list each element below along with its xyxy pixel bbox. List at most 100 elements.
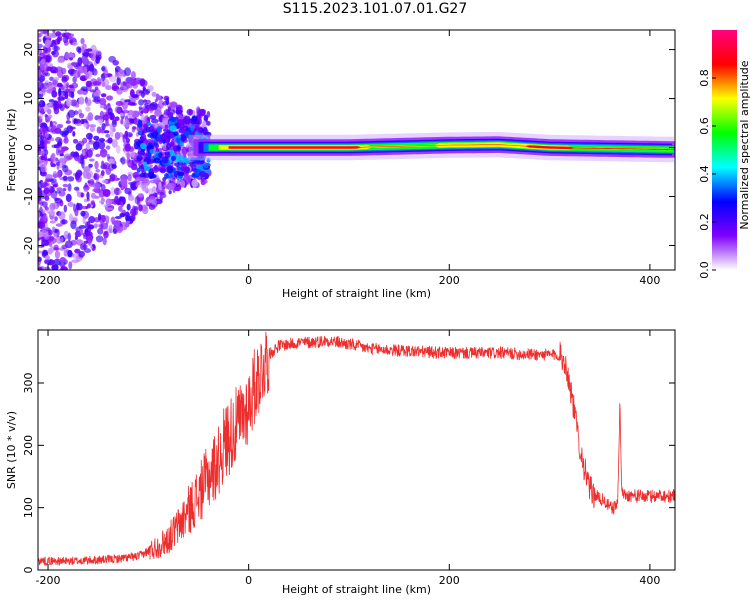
colorbar: 0.0 0.2 0.4 0.6 0.8 Normalized spectral ampl… (698, 30, 750, 279)
spectrogram-noise-blob (68, 57, 74, 61)
spectrogram-noise-blob (63, 204, 68, 213)
spectrogram-noise-blob (86, 149, 93, 158)
spectrogram-noise-blob (167, 111, 174, 118)
spectrogram-noise-blob (93, 81, 102, 85)
spectrogram-noise-blob (73, 70, 81, 79)
spectrogram-noise-blob (55, 223, 63, 227)
spectrogram-noise-blob (76, 46, 82, 53)
spectrogram-noise-blob (100, 128, 106, 134)
spectrogram-noise-blob (136, 125, 144, 133)
spectrogram-noise-blob (165, 98, 170, 105)
spectrogram-noise-blob (48, 229, 53, 236)
snr-y-tick-label: 300 (22, 372, 35, 393)
spectrogram-noise-blob (97, 227, 104, 235)
spectrogram-noise-blob (67, 64, 73, 70)
spectrogram-transition-blob (175, 146, 181, 151)
spectrogram-noise-blob (80, 37, 85, 45)
spectrogram-noise-blob (72, 138, 79, 144)
spectrogram-noise-blob (109, 113, 115, 121)
spectrogram-noise-blob (108, 75, 117, 83)
spectrogram-transition-blob (137, 130, 143, 135)
snr-y-tick-label: 100 (22, 497, 35, 518)
snr-frame (37, 329, 676, 571)
spectrogram-transition-blob (161, 138, 166, 144)
spectrogram-noise-blob (83, 187, 89, 193)
spectrogram-noise-blob (136, 176, 141, 181)
spectrogram-x-axis-title: Height of straight line (km) (282, 287, 431, 300)
spectrogram-noise-blob (124, 187, 132, 195)
snr-x-axis: -200 0 200 400 (36, 330, 660, 587)
spectrogram-noise-blob (72, 130, 76, 137)
spectrogram-transition-blob (168, 116, 177, 123)
spectrogram-noise-blob (128, 133, 133, 138)
spectrogram-noise-blob (203, 114, 209, 123)
colorbar-tick-label: 0.4 (698, 165, 711, 183)
spectrogram-noise-blob (130, 79, 138, 87)
spectrogram-noise-blob (43, 187, 50, 195)
spectrogram-noise-blob (87, 239, 92, 246)
spectrogram-noise-blob (83, 66, 88, 75)
spectrogram-noise-blob (78, 225, 87, 230)
spectrogram-noise-blob (105, 168, 110, 174)
spectrogram-y-tick-label: -20 (22, 237, 35, 255)
spectrogram-noise-blob (90, 53, 96, 61)
spectrogram-noise-blob (162, 117, 170, 126)
spectrogram-noise-blob (86, 48, 93, 52)
spectrogram-noise-blob (38, 129, 42, 138)
spectrogram-transition-blob (139, 172, 147, 178)
spectrogram-noise-blob (49, 120, 53, 128)
spectrogram-noise-blob (53, 100, 59, 109)
spectrogram-noise-blob (43, 48, 49, 54)
spectrogram-noise-blob (63, 81, 67, 90)
spectrogram-x-tick-label: 400 (639, 274, 660, 287)
spectrogram-noise-blob (202, 120, 207, 128)
spectrogram-noise-blob (54, 197, 63, 204)
spectrogram-noise-blob (38, 81, 44, 90)
spectrogram-noise-blob (39, 206, 43, 215)
spectrogram-noise-blob (64, 92, 68, 98)
spectrogram-noise-blob (84, 221, 89, 230)
spectrogram-noise-blob (82, 216, 86, 225)
spectrogram-noise-blob (38, 122, 42, 127)
spectrogram-noise-blob (59, 130, 66, 136)
spectrogram-noise-blob (39, 112, 43, 120)
spectrogram-transition-blob (140, 142, 147, 150)
spectrogram-noise-blob (80, 118, 85, 125)
spectrogram-noise-blob (151, 91, 157, 97)
spectrogram-noise-blob (101, 73, 106, 82)
spectrogram-noise-blob (42, 87, 47, 93)
spectrogram-noise-blob (40, 58, 46, 65)
spectrogram-noise-blob (96, 126, 102, 134)
spectrogram-noise-blob (64, 51, 70, 60)
spectrogram-x-tick-label: 200 (439, 274, 460, 287)
spectrogram-noise-blob (38, 198, 41, 204)
spectrogram-transition-blob (203, 163, 209, 169)
spectrogram-noise-blob (41, 182, 50, 187)
spectrogram-noise-blob (82, 232, 89, 237)
spectrogram-noise-blob (71, 216, 78, 221)
spectrogram-noise-blob (61, 67, 67, 75)
spectrogram-noise-blob (57, 99, 61, 108)
spectrogram-x-tick-label: 0 (245, 274, 252, 287)
spectrogram-noise-blob (81, 205, 87, 210)
spectrogram-noise-blob (53, 183, 59, 188)
spectrogram-y-tick-label: 0 (22, 144, 35, 151)
spectrogram-noise-blob (38, 160, 44, 164)
spectrogram-noise-blob (41, 82, 50, 90)
spectrogram-transition-blob (190, 124, 195, 132)
spectrogram-noise-blob (49, 242, 53, 247)
spectrogram-noise-blob (69, 72, 75, 77)
spectrogram-noise-blob (100, 222, 109, 230)
spectrogram-noise-blob (83, 122, 88, 128)
spectrogram-noise-blob (114, 215, 122, 220)
spectrogram-noise-blob (67, 183, 72, 192)
spectrogram-noise-blob (56, 36, 61, 45)
spectrogram-noise-blob (53, 232, 58, 238)
spectrogram-noise-blob (103, 69, 109, 76)
spectrogram-noise-blob (169, 101, 178, 108)
spectrogram-y-axis: -20 -10 0 10 20 (22, 43, 675, 255)
spectrogram-noise-blob (114, 116, 120, 122)
spectrogram-noise-blob (137, 192, 145, 198)
spectrogram-noise-blob (88, 63, 95, 72)
spectrogram-noise-blob (109, 173, 116, 182)
